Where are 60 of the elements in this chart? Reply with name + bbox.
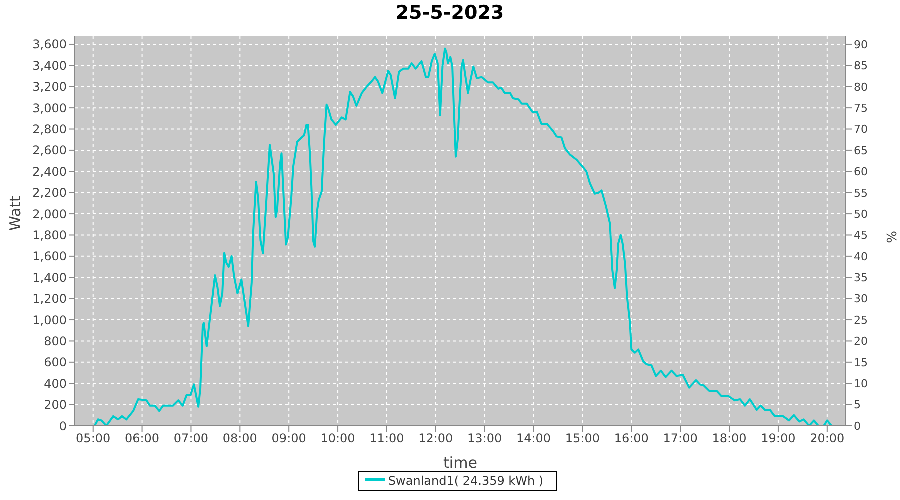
y-tick-label: 2,200 (32, 186, 67, 200)
x-tick-label: 10:00 (320, 432, 356, 446)
y-tick-label: 1,600 (32, 250, 67, 264)
x-tick-label: 06:00 (124, 432, 160, 446)
y2-tick-label: 65 (854, 144, 868, 158)
x-tick-label: 15:00 (565, 432, 600, 446)
y2-tick-label: 45 (854, 229, 868, 242)
x-tick-label: 09:00 (272, 432, 306, 446)
y-tick-label: 3,600 (32, 38, 67, 52)
x-tick-label: 07:00 (174, 432, 209, 446)
legend-label: Swanland1( 24.359 kWh ) (387, 474, 544, 488)
y2-tick-label: 50 (854, 208, 868, 221)
x-tick-label: 05:00 (76, 432, 111, 446)
y-tick-label: 600 (44, 356, 67, 370)
y2-tick-label: 60 (854, 166, 868, 179)
y-tick-label: 1,200 (32, 292, 67, 306)
y2-tick-label: 15 (854, 356, 868, 370)
y-tick-label: 1,800 (32, 228, 67, 242)
y-tick-label: 1,400 (32, 270, 67, 285)
y-tick-label: 2,000 (32, 207, 67, 222)
y-tick-label: 2,800 (32, 122, 67, 137)
x-tick-label: 12:00 (418, 432, 454, 446)
y-axis-title: Watt (6, 196, 24, 231)
x-tick-label: 20:00 (810, 432, 845, 446)
x-tick-label: 19:00 (761, 432, 796, 446)
y2-tick-label: 80 (854, 80, 868, 94)
y-tick-label: 400 (44, 376, 67, 391)
y-tick-label: 2,400 (32, 164, 67, 179)
y2-tick-label: 75 (854, 102, 868, 115)
y-tick-label: 0 (59, 419, 67, 434)
y2-tick-label: 30 (854, 292, 868, 306)
y2-tick-label: 5 (854, 398, 861, 412)
y2-tick-label: 25 (854, 314, 868, 327)
y2-tick-label: 35 (854, 272, 868, 285)
line-series (87, 48, 833, 426)
y2-tick-label: 40 (854, 250, 868, 264)
y2-tick-label: 70 (854, 123, 868, 136)
y2-tick-label: 10 (854, 378, 868, 391)
y-tick-label: 200 (44, 398, 67, 412)
y-tick-label: 800 (44, 334, 67, 348)
y2-tick-label: 20 (854, 335, 868, 348)
x-tick-label: 16:00 (614, 432, 649, 446)
y2-tick-label: 85 (854, 60, 868, 73)
x-tick-label: 18:00 (712, 432, 747, 446)
y-tick-label: 1,000 (32, 313, 67, 328)
y-tick-label: 3,400 (32, 58, 67, 73)
chart-title: 25-5-2023 (394, 2, 506, 24)
x-tick-label: 17:00 (663, 432, 698, 446)
y2-tick-label: 90 (854, 38, 868, 52)
x-tick-label: 11:00 (370, 432, 404, 446)
x-tick-label: 13:00 (468, 432, 502, 446)
y2-axis-title: % (886, 231, 900, 244)
y2-tick-label: 0 (854, 420, 861, 433)
y-tick-label: 3,200 (32, 80, 67, 94)
x-tick-label: 08:00 (222, 432, 258, 446)
y2-tick-label: 55 (854, 186, 868, 200)
y-tick-label: 3,000 (32, 101, 67, 116)
x-tick-label: 14:00 (516, 432, 552, 446)
x-axis-title: time (444, 454, 478, 472)
y-tick-label: 2,600 (32, 144, 67, 158)
